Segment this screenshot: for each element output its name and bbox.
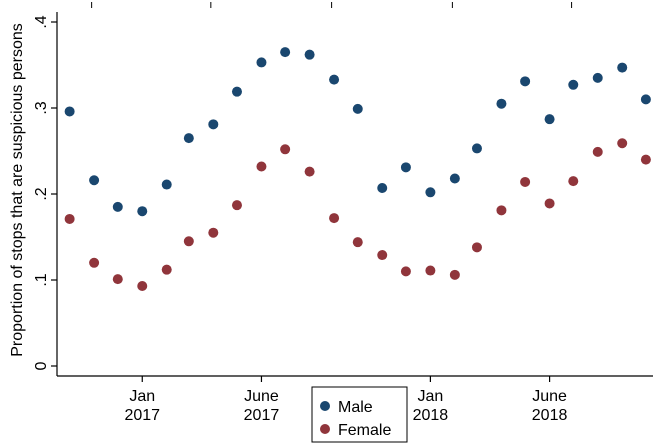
x-tick-label-year: 2018 — [532, 407, 568, 424]
male-point — [329, 74, 340, 85]
female-point — [304, 166, 315, 177]
y-tick-label: .3 — [33, 101, 50, 114]
female-point — [471, 242, 482, 253]
male-point — [544, 114, 555, 125]
female-point — [568, 176, 579, 187]
male-point — [425, 187, 436, 198]
y-tick-label: .1 — [33, 273, 50, 286]
female-point — [377, 250, 388, 261]
male-point — [400, 162, 411, 173]
female-point — [544, 198, 555, 209]
male-point — [352, 103, 363, 114]
male-point — [449, 173, 460, 184]
legend-label-female: Female — [338, 422, 391, 439]
data-points — [64, 47, 651, 292]
legend-label-male: Male — [338, 399, 373, 416]
male-point — [231, 86, 242, 97]
female-point — [256, 161, 267, 172]
male-point — [208, 119, 219, 130]
female-point — [231, 200, 242, 211]
female-point — [89, 257, 100, 268]
x-tick-label-month: June — [244, 388, 279, 405]
male-point — [496, 98, 507, 109]
female-point — [425, 265, 436, 276]
axes — [56, 2, 653, 377]
legend: Male Female — [311, 386, 408, 443]
male-point — [256, 57, 267, 68]
male-point — [471, 143, 482, 154]
male-point — [520, 76, 531, 87]
male-point — [89, 175, 100, 186]
female-point — [640, 154, 651, 165]
female-point — [329, 213, 340, 224]
male-point — [377, 182, 388, 193]
y-tick-label: .4 — [33, 15, 50, 28]
male-point — [112, 201, 123, 212]
male-point — [64, 106, 75, 117]
female-point — [352, 237, 363, 248]
female-point — [208, 227, 219, 238]
x-tick-label-month: Jan — [129, 388, 155, 405]
x-tick-label-month: Jan — [417, 388, 443, 405]
female-point — [592, 146, 603, 157]
female-point — [520, 176, 531, 187]
male-point — [161, 179, 172, 190]
x-tick-label-year: 2018 — [413, 407, 449, 424]
male-point — [304, 49, 315, 60]
male-point — [640, 94, 651, 105]
y-axis-label: Proportion of stops that are suspicious … — [9, 23, 26, 357]
y-tick-label: .2 — [33, 187, 50, 200]
male-point — [137, 206, 148, 217]
male-point — [280, 47, 291, 58]
female-point — [137, 281, 148, 292]
x-tick-label-month: June — [532, 388, 567, 405]
y-axis-ticks: 0 .1 .2 .3 .4 — [33, 15, 57, 370]
female-point — [496, 205, 507, 216]
male-point — [617, 62, 628, 73]
female-point — [617, 138, 628, 149]
female-point — [183, 236, 194, 247]
male-point — [592, 72, 603, 83]
female-point — [161, 264, 172, 275]
x-tick-label-year: 2017 — [124, 407, 160, 424]
male-point — [183, 133, 194, 144]
male-point — [568, 79, 579, 90]
x-axis-ticks: Jan 2017 June 2017 Jan 2018 June 2018 — [124, 376, 567, 424]
legend-marker-male — [320, 401, 330, 411]
female-point — [449, 269, 460, 280]
y-tick-label: 0 — [33, 361, 50, 370]
x-tick-label-year: 2017 — [244, 407, 280, 424]
female-point — [280, 144, 291, 155]
legend-marker-female — [320, 424, 330, 434]
female-point — [64, 213, 75, 224]
female-point — [400, 266, 411, 277]
female-point — [112, 274, 123, 285]
